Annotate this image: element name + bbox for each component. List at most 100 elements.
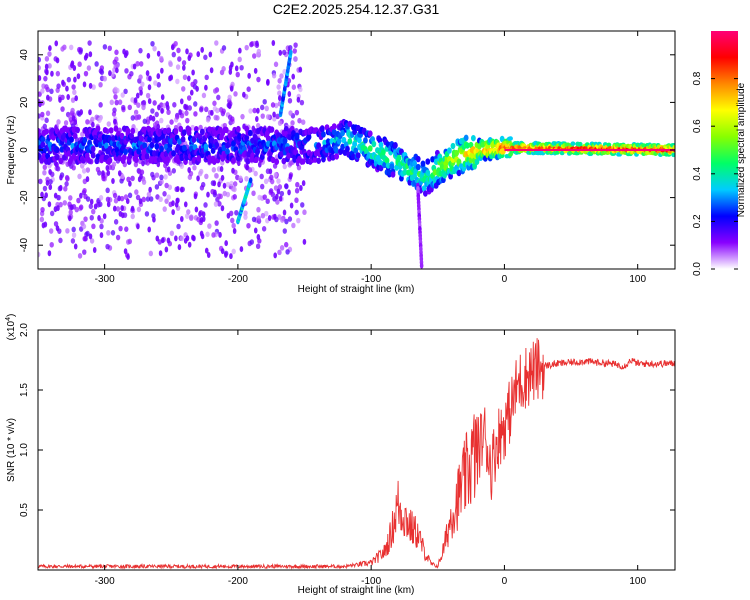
noise-cell (255, 122, 261, 129)
x-tick-label: 100 (629, 576, 646, 587)
noise-cell (284, 241, 289, 248)
noise-cell (239, 246, 244, 253)
ridge-cell (282, 137, 288, 144)
ridge-cell (151, 150, 157, 157)
noise-cell (124, 226, 129, 232)
noise-cell (83, 70, 89, 77)
ridge-cell (130, 127, 136, 135)
noise-cell (63, 120, 69, 126)
noise-cell (38, 113, 41, 119)
noise-cell (147, 84, 152, 91)
ridge-cell (186, 126, 192, 133)
noise-cell (206, 251, 211, 258)
noise-cell (255, 51, 261, 58)
ridge-cell (389, 163, 395, 170)
noise-cell (130, 213, 135, 220)
ridge-cell (111, 135, 116, 142)
noise-cell (162, 206, 167, 212)
noise-cell (214, 220, 219, 226)
noise-cell (249, 239, 255, 245)
noise-cell (282, 49, 287, 56)
noise-cell (277, 249, 282, 256)
noise-cell (220, 205, 225, 212)
ridge-cell (297, 155, 302, 163)
noise-cell (214, 173, 219, 179)
noise-cell (253, 227, 258, 234)
ridge-cell (97, 141, 103, 148)
noise-cell (148, 186, 152, 193)
y-tick-label: 0 (19, 147, 30, 153)
noise-cell (105, 187, 110, 194)
ridge-cell (138, 135, 144, 142)
ridge-cell (117, 154, 122, 162)
noise-cell (160, 107, 164, 114)
ridge-cell (387, 169, 392, 176)
ridge-cell (294, 132, 300, 139)
noise-cell (48, 179, 53, 185)
ridge-cell (300, 158, 306, 165)
noise-cell (133, 97, 138, 104)
noise-cell (105, 196, 111, 203)
noise-cell (48, 228, 54, 234)
noise-cell (222, 190, 227, 197)
noise-cell (292, 48, 297, 54)
noise-cell (145, 92, 151, 99)
noise-cell (204, 74, 209, 81)
noise-cell (72, 64, 77, 71)
ridge-cell (133, 156, 139, 164)
noise-cell (287, 97, 293, 104)
ridge-cell (381, 148, 386, 156)
spectrogram-cells (38, 40, 675, 269)
ridge-cell (90, 152, 96, 159)
noise-cell (225, 181, 231, 188)
ridge-cell (422, 190, 428, 197)
noise-cell (260, 113, 265, 119)
noise-cell (193, 111, 198, 117)
noise-cell (112, 59, 117, 66)
noise-cell (90, 116, 95, 123)
noise-cell (232, 194, 237, 200)
ridge-cell (54, 146, 60, 154)
noise-cell (244, 44, 249, 51)
y-tick-label: 0.5 (19, 503, 30, 517)
ridge-cell (95, 125, 101, 132)
ridge-cell (425, 169, 431, 177)
noise-cell (76, 197, 81, 204)
noise-cell (49, 88, 54, 95)
noise-cell (170, 44, 175, 51)
noise-cell (249, 41, 254, 48)
noise-cell (68, 114, 73, 120)
ridge-cell (129, 132, 134, 139)
x-tick-label: -100 (361, 274, 381, 285)
noise-cell (118, 225, 123, 232)
noise-cell (272, 111, 276, 118)
noise-cell (293, 56, 298, 62)
noise-cell (84, 52, 89, 59)
noise-cell (282, 163, 287, 170)
noise-cell (294, 187, 300, 194)
noise-cell (91, 121, 95, 128)
snr-y-ticks: 0.5 1.0 1.5 2.0 (19, 323, 675, 517)
noise-cell (81, 223, 87, 230)
noise-cell (137, 168, 142, 175)
noise-cell (238, 47, 242, 54)
noise-cell (204, 84, 208, 91)
ridge-cell (75, 126, 80, 134)
noise-cell (48, 168, 52, 175)
noise-cell (40, 191, 44, 198)
noise-cell (120, 173, 125, 180)
noise-cell (149, 196, 154, 202)
ridge-cell (191, 136, 197, 143)
noise-cell (247, 72, 251, 79)
noise-cell (135, 194, 141, 201)
noise-cell (152, 216, 156, 223)
ridge-cell (340, 129, 346, 137)
ridge-cell (446, 147, 452, 154)
ridge-cell (225, 148, 230, 155)
ridge-cell (123, 148, 128, 156)
noise-cell (266, 79, 270, 86)
noise-cell (59, 174, 63, 181)
noise-cell (124, 68, 129, 74)
noise-cell (114, 99, 119, 106)
streak-cell (288, 49, 293, 56)
